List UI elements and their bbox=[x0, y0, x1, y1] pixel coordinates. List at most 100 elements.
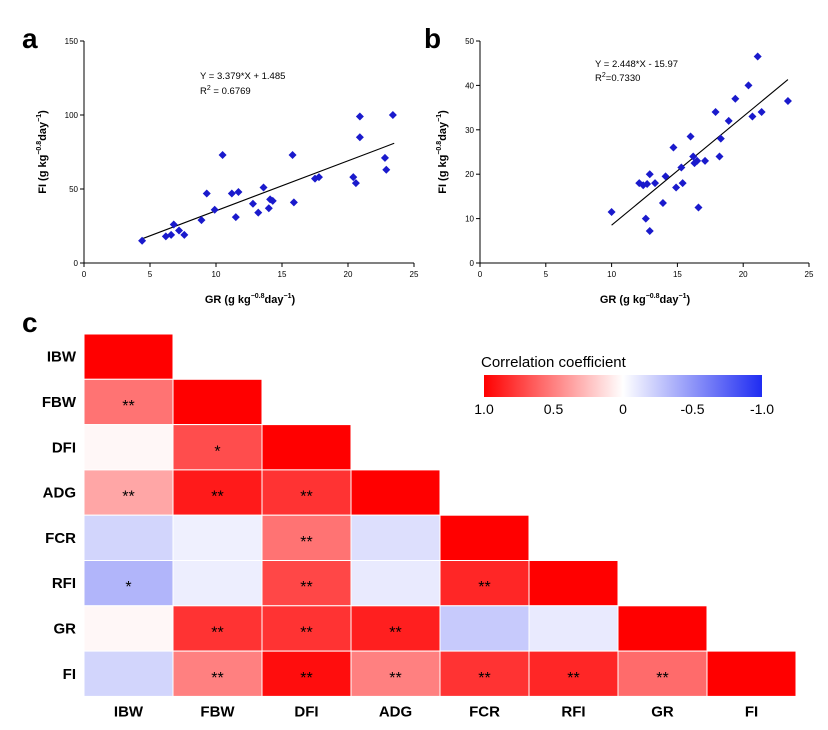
heatmap-cell bbox=[261, 605, 352, 652]
y-tick-label: 40 bbox=[465, 81, 474, 90]
data-point bbox=[643, 179, 652, 188]
x-title-b-sup1: −0.8 bbox=[646, 293, 660, 300]
data-point bbox=[349, 173, 358, 182]
data-point bbox=[651, 179, 660, 188]
equation-b: Y = 2.448*X - 15.97 bbox=[595, 59, 678, 70]
legend-title: Correlation coefficient bbox=[481, 354, 627, 371]
data-point bbox=[658, 199, 667, 208]
x-tick-label: 5 bbox=[544, 270, 549, 279]
r2-label-b: R bbox=[595, 73, 602, 84]
y-tick-label: 0 bbox=[470, 259, 475, 268]
y-title-a-1: FI (g kg bbox=[37, 155, 49, 194]
x-tick-label: 10 bbox=[212, 270, 221, 279]
y-axis-title-a: FI (g kg−0.8day−1) bbox=[36, 110, 49, 194]
x-tick-label: 20 bbox=[739, 270, 748, 279]
x-title-b-3: ) bbox=[686, 294, 690, 306]
data-point bbox=[641, 214, 650, 223]
heatmap-cell bbox=[439, 560, 530, 607]
heatmap-cell bbox=[261, 560, 352, 607]
data-point bbox=[254, 208, 263, 217]
heatmap-cell bbox=[528, 605, 619, 652]
data-point bbox=[264, 204, 273, 213]
data-point bbox=[227, 189, 236, 198]
y-tick-label: 50 bbox=[69, 185, 78, 194]
significance-marker: ** bbox=[300, 534, 312, 551]
y-tick-label: 150 bbox=[65, 37, 79, 46]
x-tick-label: 25 bbox=[410, 270, 419, 279]
r2-sup-a: 2 bbox=[207, 85, 211, 92]
data-point bbox=[248, 199, 257, 208]
heatmap-cell bbox=[261, 650, 352, 697]
panel-label-b: b bbox=[424, 23, 441, 54]
heatmap-cell bbox=[83, 650, 174, 697]
y-title-b-3: ) bbox=[437, 110, 449, 114]
significance-marker: ** bbox=[300, 670, 312, 687]
data-point bbox=[748, 112, 757, 121]
x-title-a-3: ) bbox=[291, 294, 295, 306]
legend-tick-label: 0 bbox=[619, 401, 627, 417]
x-tick-label: 5 bbox=[148, 270, 153, 279]
data-point bbox=[259, 183, 268, 192]
heatmap-cell bbox=[83, 605, 174, 652]
heatmap-cell bbox=[706, 650, 797, 697]
significance-marker: ** bbox=[300, 624, 312, 641]
heatmap-cell bbox=[172, 469, 263, 516]
significance-marker: ** bbox=[211, 489, 223, 506]
data-point bbox=[677, 163, 686, 172]
heatmap-col-label: FCR bbox=[469, 703, 500, 720]
data-point bbox=[669, 143, 678, 152]
scatter-plot-b: 0 5 10 15 20 25 0 10 20 30 40 50 Y = 2.448*X - 15.9… bbox=[436, 37, 814, 306]
x-tick-label: 0 bbox=[478, 270, 483, 279]
heatmap-cell bbox=[83, 469, 174, 516]
heatmap-cell bbox=[83, 378, 174, 426]
panel-label-c: c bbox=[22, 307, 38, 338]
heatmap-cell bbox=[172, 378, 263, 426]
y-title-a-3: ) bbox=[37, 110, 49, 114]
x-tick-label: 20 bbox=[344, 270, 353, 279]
heatmap-cell bbox=[83, 333, 174, 380]
heatmap-col-label: FBW bbox=[200, 703, 235, 720]
data-point bbox=[234, 187, 243, 196]
y-tick-label: 100 bbox=[65, 111, 79, 120]
significance-marker: ** bbox=[567, 670, 579, 687]
data-point bbox=[783, 96, 792, 105]
x-title-b-2: day bbox=[660, 294, 680, 306]
x-tick-label: 15 bbox=[278, 270, 287, 279]
significance-marker: ** bbox=[300, 579, 312, 596]
significance-marker: * bbox=[125, 579, 131, 596]
heatmap-row-label: ADG bbox=[43, 485, 76, 502]
data-point bbox=[731, 94, 740, 103]
data-point bbox=[138, 236, 147, 245]
y-tick-label: 50 bbox=[465, 37, 474, 46]
heatmap-cell bbox=[528, 560, 619, 607]
heatmap-cell bbox=[83, 560, 174, 607]
y-axis-title-b: FI (g kg−0.8day−1) bbox=[436, 110, 449, 194]
data-point bbox=[686, 132, 695, 141]
y-title-a-2: day bbox=[37, 121, 49, 141]
x-tick-label: 15 bbox=[673, 270, 682, 279]
data-point bbox=[711, 108, 720, 117]
r2-label-a: R bbox=[200, 86, 207, 97]
x-title-a-sup2: −1 bbox=[283, 293, 291, 300]
data-point bbox=[268, 196, 277, 205]
data-point bbox=[175, 226, 184, 235]
data-point bbox=[231, 213, 240, 222]
r2-sup-b: 2 bbox=[602, 72, 606, 79]
regression-line bbox=[611, 79, 789, 226]
heatmap-cell bbox=[617, 605, 708, 652]
x-axis-title-a: GR (g kg−0.8day−1) bbox=[205, 293, 296, 306]
heatmap-col-label: DFI bbox=[294, 703, 318, 720]
y-title-b-2: day bbox=[437, 121, 449, 141]
heatmap-row-label: FCR bbox=[45, 530, 76, 547]
data-point bbox=[661, 172, 670, 181]
r-squared-a: R2 = 0.6769 bbox=[200, 85, 251, 97]
data-point bbox=[716, 134, 725, 143]
data-point bbox=[672, 183, 681, 192]
y-title-a-sup2: −1 bbox=[36, 114, 43, 122]
legend-tick-label: 0.5 bbox=[544, 401, 564, 417]
significance-marker: ** bbox=[389, 670, 401, 687]
data-point bbox=[645, 227, 654, 236]
panel-label-a: a bbox=[22, 23, 38, 54]
legend-tick-label: 1.0 bbox=[474, 401, 494, 417]
